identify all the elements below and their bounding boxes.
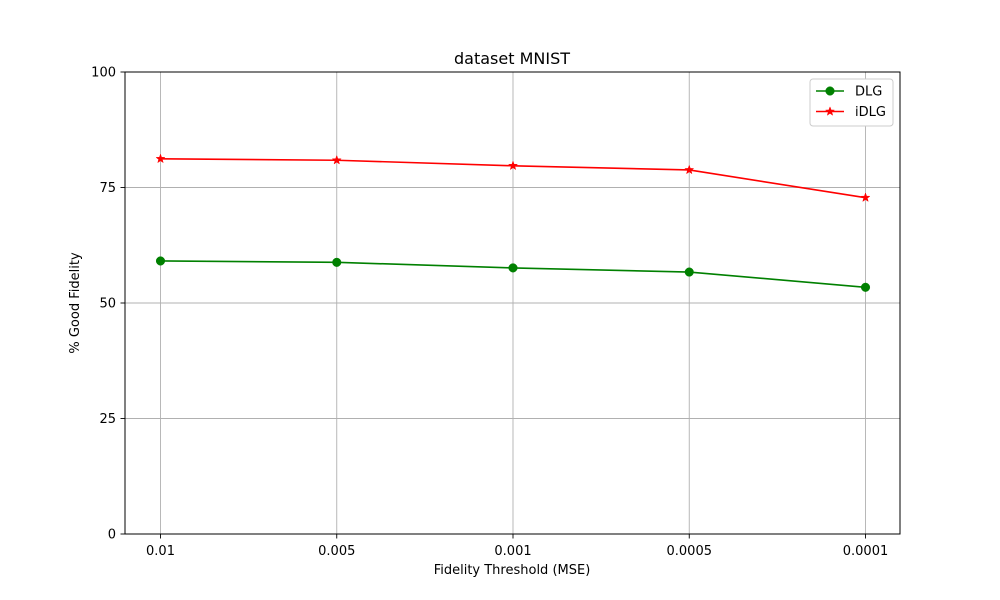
axis-ticks: 0.01 0.005 0.001 0.0005 0.0001 0 25 50 75 100: [91, 66, 888, 560]
x-tick-label: 0.0001: [843, 544, 889, 559]
data-point-dlg: [332, 257, 342, 267]
y-tick-label: 50: [99, 297, 116, 312]
y-tick-label: 25: [99, 412, 116, 427]
y-tick-label: 0: [108, 528, 116, 543]
legend-label-idlg: iDLG: [855, 105, 886, 120]
legend-marker-idlg: [824, 106, 836, 116]
series-group: [155, 153, 871, 292]
x-tick-label: 0.005: [318, 544, 355, 559]
chart-title: dataset MNIST: [454, 49, 570, 68]
x-tick-label: 0.0005: [667, 544, 713, 559]
legend-marker-dlg: [825, 86, 835, 96]
data-point-idlg: [331, 154, 342, 165]
data-point-idlg: [860, 192, 871, 202]
y-tick-label: 75: [99, 181, 116, 196]
data-point-dlg: [860, 282, 871, 292]
data-point-idlg: [684, 164, 695, 175]
data-point-dlg: [508, 263, 518, 273]
x-axis-label: Fidelity Threshold (MSE): [434, 563, 591, 578]
data-point-idlg: [507, 160, 519, 171]
legend: DLG iDLG: [809, 78, 894, 127]
x-tick-label: 0.01: [146, 544, 175, 559]
y-tick-label: 100: [91, 66, 116, 81]
x-tick-label: 0.001: [494, 544, 531, 559]
data-point-dlg: [155, 256, 166, 266]
data-point-dlg: [684, 267, 694, 277]
legend-label-dlg: DLG: [855, 85, 882, 100]
y-axis-label: % Good Fidelity: [68, 252, 83, 354]
data-point-idlg: [155, 153, 166, 164]
